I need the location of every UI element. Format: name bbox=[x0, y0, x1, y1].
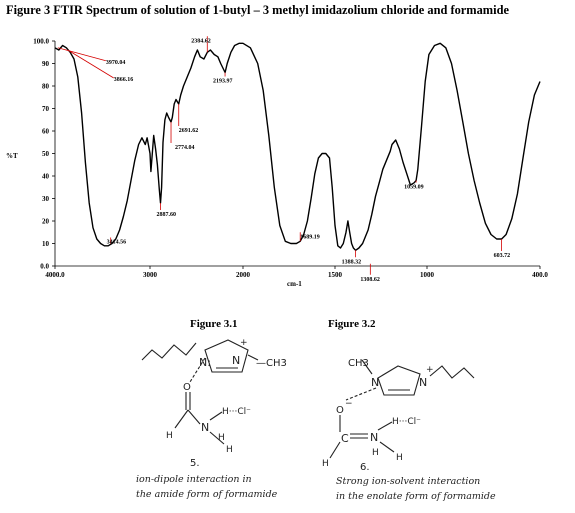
n-h-bond-32-2 bbox=[379, 441, 395, 453]
fig32-o-minus: O bbox=[336, 405, 344, 416]
fig32-h3: H bbox=[396, 453, 403, 463]
imidazolium-ring bbox=[204, 339, 249, 373]
fig31-number: 5. bbox=[190, 458, 200, 469]
c-h-bond-32 bbox=[329, 441, 341, 459]
fig31-label-line-2: the amide form of formamide bbox=[136, 489, 278, 500]
fig32-c-atom: C bbox=[341, 432, 349, 445]
dipole-dash-32 bbox=[345, 387, 377, 401]
figure-3-2-caption: Figure 3.2 bbox=[328, 318, 376, 330]
annotation-label: 3414.56 bbox=[107, 240, 127, 246]
fig31-h2: H bbox=[218, 433, 225, 443]
annotation-label: 1388.32 bbox=[342, 259, 362, 265]
x-tick-label: 1500 bbox=[328, 271, 343, 279]
c-h-bond bbox=[174, 409, 189, 429]
structure-fig-3-2 bbox=[329, 359, 475, 459]
annotation-label: 1689.19 bbox=[300, 234, 320, 240]
fig32-ring-atom-2: N bbox=[419, 376, 427, 389]
x-tick-label: 1000 bbox=[420, 271, 435, 279]
x-tick-group: 4000.0 3000 2000 1500 1000 400.0 bbox=[45, 266, 548, 279]
y-axis-title: %T bbox=[6, 152, 18, 160]
n-h-bond-1 bbox=[209, 411, 223, 421]
structure-fig-3-2-labels: CH3 N N + O − C N H H H H···Cl⁻ 6. Stron… bbox=[322, 358, 496, 502]
fig32-cl: H···Cl⁻ bbox=[392, 417, 421, 427]
annotation-label: 2384.62 bbox=[191, 38, 211, 44]
y-tick-label: 30 bbox=[42, 195, 50, 203]
methyl-bond-32 bbox=[361, 359, 373, 375]
butyl-chain-32 bbox=[429, 365, 475, 379]
y-tick-label: 10 bbox=[42, 240, 50, 248]
fig31-h3: H bbox=[226, 445, 233, 455]
y-tick-label: 90 bbox=[42, 60, 50, 68]
y-tick-label: 100.0 bbox=[33, 38, 49, 46]
annotation-label: 2193.97 bbox=[213, 79, 233, 85]
x-tick-label: 4000.0 bbox=[45, 271, 65, 279]
fig31-label-line-1: ion-dipole interaction in bbox=[136, 474, 252, 485]
y-tick-label: 40 bbox=[42, 173, 50, 181]
annotation-label: 2887.60 bbox=[157, 212, 177, 218]
annotation-label: 3866.16 bbox=[114, 77, 134, 83]
fig32-amide-n: N bbox=[370, 431, 378, 444]
y-tick-label: 0.0 bbox=[40, 263, 49, 271]
fig32-plus: + bbox=[426, 365, 434, 375]
ftir-spectrum-chart: 0.0 10 20 30 40 50 60 70 80 90 100.0 4000.0 3000 200… bbox=[6, 36, 548, 288]
fig32-minus: − bbox=[345, 399, 353, 409]
fig32-h2: H bbox=[372, 448, 379, 458]
y-tick-label: 50 bbox=[42, 150, 50, 158]
page-title: Figure 3 FTIR Spectrum of solution of 1-… bbox=[6, 3, 509, 17]
n-h-bond-2 bbox=[209, 431, 225, 445]
spectrum-line bbox=[54, 42, 541, 252]
y-tick-group: 0.0 10 20 30 40 50 60 70 80 90 100.0 bbox=[33, 38, 55, 271]
fig31-ring-atom-2: N bbox=[232, 354, 240, 367]
fig31-amide-n: N bbox=[201, 421, 209, 434]
fig31-methyl: —CH3 bbox=[256, 358, 287, 369]
x-tick-label: 400.0 bbox=[532, 271, 548, 279]
c-n-bond bbox=[187, 409, 201, 425]
fig32-ring-atom-1: N bbox=[371, 376, 379, 389]
fig31-cl: H···Cl⁻ bbox=[222, 407, 251, 417]
annotation-leader bbox=[57, 47, 106, 62]
y-tick-label: 70 bbox=[42, 105, 50, 113]
n-h-bond-32-1 bbox=[377, 421, 393, 431]
peak-annotations: 3970.04 3866.16 2384.62 2193.97 2691.62 2774.… bbox=[57, 36, 511, 283]
annotation-label: 3970.04 bbox=[106, 60, 126, 66]
fig31-h1: H bbox=[166, 431, 173, 441]
annotation-leader bbox=[67, 49, 114, 79]
annotation-label: 1059.09 bbox=[404, 185, 424, 191]
annotation-label: 2691.62 bbox=[179, 128, 199, 134]
fig32-methyl: CH3 bbox=[348, 358, 369, 369]
butyl-chain bbox=[141, 342, 197, 361]
fig31-ring-atom-1: N: bbox=[199, 356, 211, 369]
fig32-number: 6. bbox=[360, 462, 370, 473]
x-axis-title: cm-1 bbox=[287, 280, 302, 288]
figure-3-1-caption: Figure 3.1 bbox=[190, 318, 238, 330]
fig31-carbonyl-o: O bbox=[183, 382, 191, 393]
series-layer bbox=[54, 42, 541, 252]
methyl-bond bbox=[247, 354, 259, 361]
y-tick-label: 60 bbox=[42, 128, 50, 136]
structure-fig-3-1-labels: N: N + —CH3 O N H H H H···Cl⁻ 5. ion-dip… bbox=[136, 338, 287, 500]
annotation-label: 1308.62 bbox=[360, 277, 380, 283]
y-tick-label: 80 bbox=[42, 83, 50, 91]
x-tick-label: 3000 bbox=[143, 271, 158, 279]
x-tick-label: 2000 bbox=[236, 271, 251, 279]
y-tick-label: 20 bbox=[42, 218, 50, 226]
fig32-h1: H bbox=[322, 459, 329, 469]
fig32-label-line-1: Strong ion-solvent interaction bbox=[336, 476, 480, 487]
structure-fig-3-1 bbox=[141, 339, 259, 445]
annotation-label: 603.72 bbox=[494, 253, 511, 259]
fig32-label-line-2: in the enolate form of formamide bbox=[336, 491, 496, 502]
imidazolium-ring-32 bbox=[377, 365, 421, 396]
annotation-label: 2774.04 bbox=[175, 145, 195, 151]
fig31-plus: + bbox=[240, 338, 248, 348]
